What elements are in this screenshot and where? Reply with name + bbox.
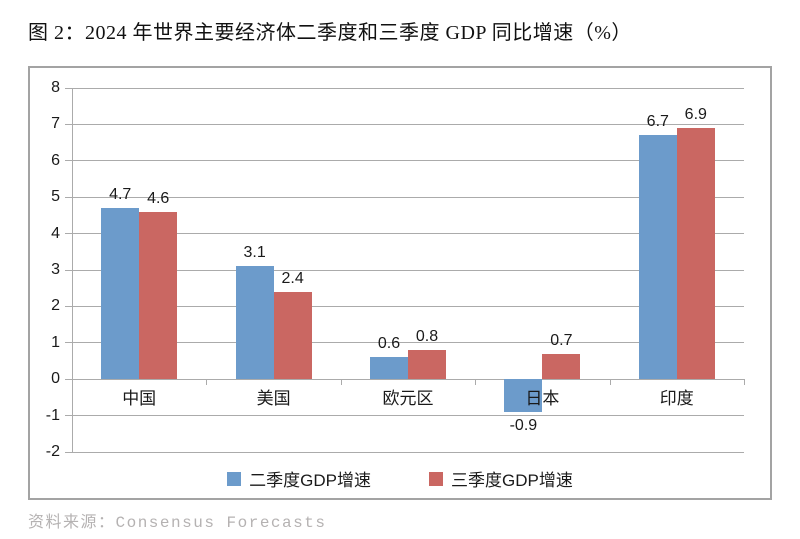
bar-value-label: 6.7 [646,113,669,131]
x-axis-tick [609,379,611,386]
bar [676,128,715,380]
source-note: 资料来源：Consensus Forecasts [28,514,327,532]
y-gridline [65,123,744,125]
bar [273,291,312,380]
bar [542,353,581,380]
x-axis-tick [744,379,745,386]
plot-area: 8 7 6 5 4 3 2 1 0 -1 -2 4.7 3.1 0.6 -0.9 6.7 4.6 2.4 0.8 0.… [46,80,745,460]
category-label: 欧元区 [382,389,434,409]
legend-label-q3: 三季度GDP增速 [451,471,573,490]
bar-value-label: 6.9 [684,106,707,124]
bar [235,266,274,380]
y-axis-tick-label: 3 [51,261,60,278]
bar-value-label: 0.8 [415,328,439,346]
bar [638,135,677,380]
legend-item-q3: 三季度GDP增速 [429,466,573,491]
y-gridline [65,87,744,89]
y-gridline [65,196,744,198]
y-axis-tick-label: 1 [51,333,60,351]
category-label: 印度 [659,389,694,409]
bar-value-label: 2.4 [281,269,304,287]
chart-frame: 8 7 6 5 4 3 2 1 0 -1 -2 4.7 3.1 0.6 -0.9 6.7 4.6 2.4 0.8 0.… [28,66,772,500]
bar-value-label: 4.6 [147,189,170,207]
category-label: 中国 [122,389,157,409]
bar-value-label: 4.7 [109,186,132,204]
bar [408,350,446,380]
x-axis-tick [206,379,208,386]
y-axis-tick-label: 0 [51,370,60,388]
bar [370,357,408,380]
y-gridline [65,305,744,307]
y-gridline [65,415,744,417]
y-axis-line [72,88,73,453]
y-axis-tick-label: 6 [51,151,60,169]
category-label: 日本 [525,389,560,409]
x-axis-tick [475,379,477,386]
y-axis-tick-label: 7 [51,115,60,133]
bar [139,211,178,380]
figure-title: 图 2：2024 年世界主要经济体二季度和三季度 GDP 同比增速（%） [28,22,632,44]
bar-value-label: 0.7 [550,331,573,349]
bar-value-label: 3.1 [243,244,266,262]
y-axis-tick-label: 2 [51,297,60,315]
y-gridline [65,451,744,453]
y-gridline [65,342,744,344]
q2-series-swatch-icon [227,471,242,486]
y-gridline [65,378,744,380]
y-axis-tick-label: 4 [51,224,60,242]
legend: 二季度GDP增速 三季度GDP增速 [30,466,770,491]
y-axis-tick-label: 5 [51,188,60,206]
y-gridline [65,160,744,162]
y-gridline [65,269,744,271]
category-label: 美国 [256,389,291,409]
x-axis-tick [72,379,73,386]
bar [504,379,543,412]
bar-value-label: -0.9 [509,416,538,434]
legend-item-q2: 二季度GDP增速 [227,466,371,491]
y-axis-tick-label: 8 [51,79,60,96]
y-axis-tick-label: -2 [45,443,60,460]
bar [101,208,140,380]
legend-label-q2: 二季度GDP增速 [249,471,371,490]
x-axis-tick [340,379,342,386]
q3-series-swatch-icon [429,471,443,486]
y-axis-tick-label: -1 [45,406,60,424]
bar-value-label: 0.6 [377,335,401,353]
y-gridline [65,233,744,235]
